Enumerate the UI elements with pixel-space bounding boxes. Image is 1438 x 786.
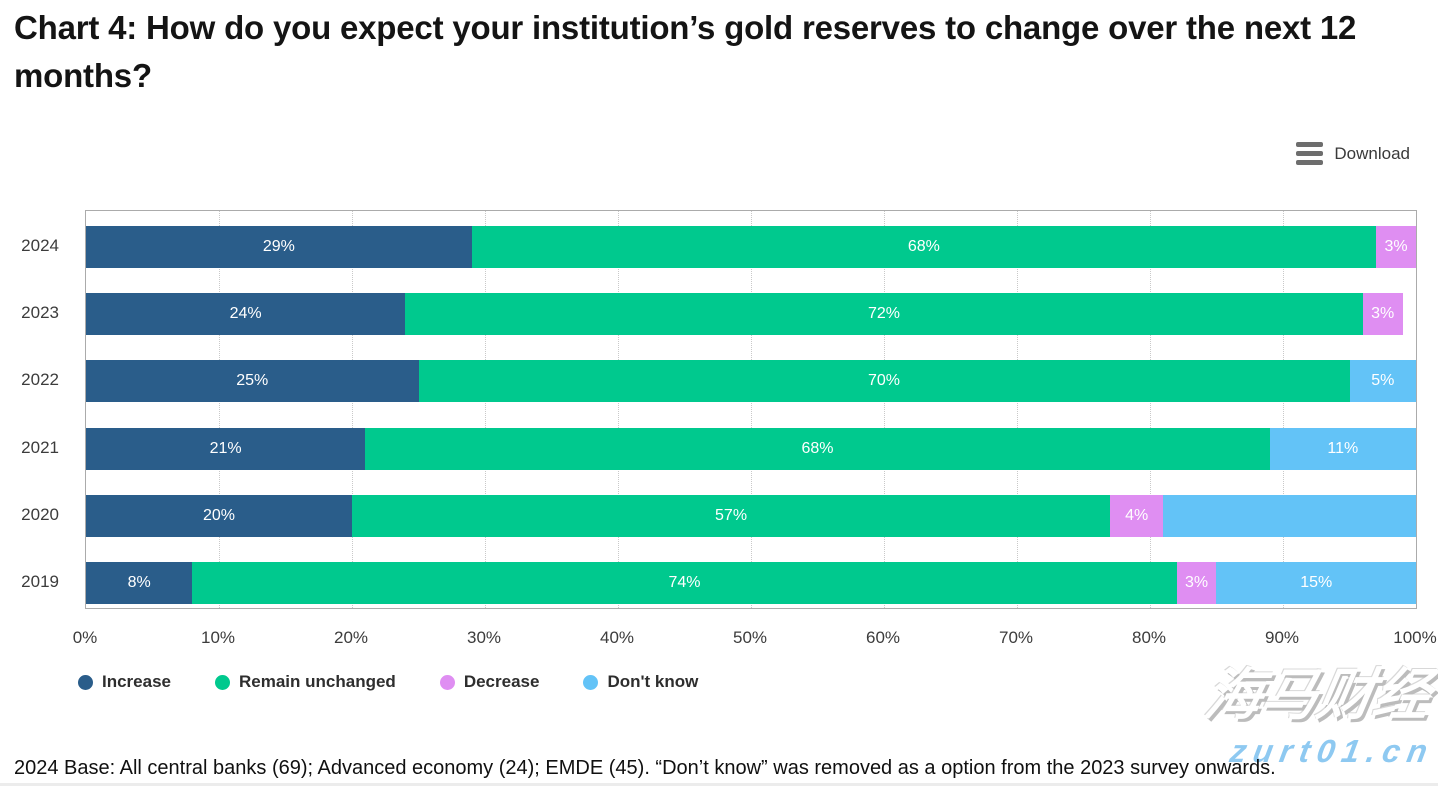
bar-value-label: 68% [907, 238, 940, 255]
bar-row-2020: 20% 57% 4% [86, 494, 1416, 537]
x-axis-tick-30: 30% [466, 628, 502, 647]
y-axis-label-2022: 2022 [21, 370, 59, 390]
download-button[interactable]: Download [1296, 142, 1410, 165]
gridline-20 [352, 211, 353, 608]
bar-segment-don-t-know-2022: 5% [1349, 360, 1416, 403]
x-axis-labels: 0% 10% 20% 30% 40% 50% 60% 70% 80% 90% 100% [73, 628, 1437, 652]
x-axis-tick-50: 50% [732, 628, 768, 647]
bar-value-label: 24% [229, 305, 262, 323]
bar-segment-increase-2020: 20% [86, 494, 352, 537]
bar-row-2024: 29% 68% 3% [86, 226, 1416, 268]
download-label: Download [1334, 143, 1410, 163]
bar-segment-decrease-2023: 3% [1362, 293, 1403, 336]
legend-dot-remain-unchanged [215, 674, 230, 690]
bottom-divider [0, 783, 1438, 786]
gridline-40 [618, 211, 619, 608]
x-axis-tick-80: 80% [1131, 628, 1167, 647]
legend-item-decrease[interactable]: Decrease [439, 672, 540, 692]
x-axis-tick-100: 100% [1393, 628, 1437, 647]
bar-value-label: 11% [1327, 439, 1359, 457]
bar-segment-remain-unchanged-2022: 70% [418, 360, 1350, 403]
bar-row-2023: 24% 72% 3% [86, 293, 1416, 336]
legend-label-increase: Increase [102, 672, 171, 691]
legend-item-don-t-know[interactable]: Don't know [583, 672, 698, 692]
y-axis-label-2021: 2021 [21, 437, 59, 457]
bar-value-label: 68% [801, 439, 834, 457]
x-axis-tick-10: 10% [200, 628, 236, 647]
legend-dot-decrease [439, 674, 455, 690]
legend-label-don-t-know: Don't know [607, 672, 699, 691]
bar-value-label: 15% [1300, 574, 1333, 591]
bar-segment-decrease-2020: 4% [1110, 494, 1164, 537]
legend-dot-don-t-know [583, 674, 599, 690]
y-axis-label-2023: 2023 [21, 303, 59, 323]
bar-segment-decrease-2024: 3% [1376, 226, 1416, 268]
legend-label-remain-unchanged: Remain unchanged [239, 672, 396, 691]
bar-segment-decrease-2019: 3% [1176, 562, 1217, 604]
gridline-50 [751, 211, 752, 608]
x-axis-tick-20: 20% [333, 628, 369, 647]
x-axis-tick-0: 0% [72, 628, 98, 647]
bar-segment-remain-unchanged-2020: 57% [352, 494, 1111, 537]
watermark-cn-text: 海马财经 [1200, 663, 1436, 726]
gridline-60 [884, 211, 885, 608]
bar-value-label: 72% [867, 305, 900, 323]
chart-footnote: 2024 Base: All central banks (69); Advan… [14, 757, 1276, 779]
x-axis-tick-70: 70% [998, 628, 1034, 647]
y-axis-label-2019: 2019 [21, 572, 59, 591]
bar-row-2022: 25% 70% 5% [86, 360, 1416, 403]
y-axis-labels: 2024 2023 2022 2021 2020 2019 [0, 210, 72, 607]
gridline-80 [1150, 211, 1151, 608]
bar-row-2019: 8% 74% 3% 15% [86, 562, 1416, 604]
bar-value-label: 29% [262, 238, 295, 255]
plot-area: 29% 68% 3% 24% 72% 3% 25% 70% 5% 21% 68% 11% 20% 57% 4… [85, 210, 1417, 609]
chart-title: Chart 4: How do you expect your institut… [14, 9, 1357, 94]
y-axis-label-2020: 2020 [21, 504, 59, 524]
bar-value-label: 57% [715, 506, 748, 524]
legend-label-decrease: Decrease [463, 672, 540, 691]
x-axis-tick-60: 60% [865, 628, 901, 647]
bar-segment-remain-unchanged-2021: 68% [365, 427, 1270, 470]
bar-segment-increase-2021: 21% [86, 427, 366, 470]
gridline-10 [219, 211, 220, 608]
bar-segment-remain-unchanged-2023: 72% [405, 293, 1363, 336]
legend-item-increase[interactable]: Increase [78, 672, 171, 692]
bar-value-label: 3% [1384, 238, 1408, 255]
bar-value-label: 8% [127, 574, 151, 591]
bar-segment-increase-2023: 24% [86, 293, 406, 336]
bar-value-label: 3% [1184, 574, 1209, 591]
watermark: 海马财经 zurt01.cn [1200, 663, 1438, 769]
bar-row-2021: 21% 68% 11% [86, 427, 1416, 470]
bar-value-label: 21% [209, 439, 242, 457]
bar-segment-remain-unchanged-2024: 68% [471, 226, 1377, 268]
bar-segment-don-t-know-2021: 11% [1269, 427, 1416, 470]
bar-segment-increase-2024: 29% [86, 226, 472, 268]
bar-value-label: 70% [867, 372, 901, 390]
download-menu-icon [1296, 142, 1324, 165]
x-axis-tick-90: 90% [1264, 628, 1300, 647]
bar-value-label: 5% [1371, 372, 1395, 390]
bar-segment-don-t-know-2020 [1163, 494, 1416, 537]
legend-dot-increase [78, 674, 93, 690]
bar-value-label: 74% [668, 574, 701, 591]
bar-value-label: 25% [236, 372, 269, 390]
gridline-70 [1017, 211, 1018, 608]
bar-value-label: 20% [202, 506, 236, 524]
bar-segment-increase-2019: 8% [86, 562, 193, 604]
bar-value-label: 3% [1371, 305, 1395, 323]
legend: Increase Remain unchanged Decrease Don't kn… [78, 672, 698, 692]
bar-segment-remain-unchanged-2019: 74% [192, 562, 1177, 604]
gridline-30 [485, 211, 486, 608]
bar-segment-don-t-know-2019: 15% [1216, 562, 1416, 604]
bar-value-label: 4% [1125, 506, 1149, 524]
bar-segment-increase-2022: 25% [86, 360, 419, 403]
y-axis-label-2024: 2024 [21, 236, 59, 255]
gridline-90 [1283, 211, 1284, 608]
x-axis-tick-40: 40% [599, 628, 635, 647]
legend-item-remain-unchanged[interactable]: Remain unchanged [215, 672, 396, 692]
